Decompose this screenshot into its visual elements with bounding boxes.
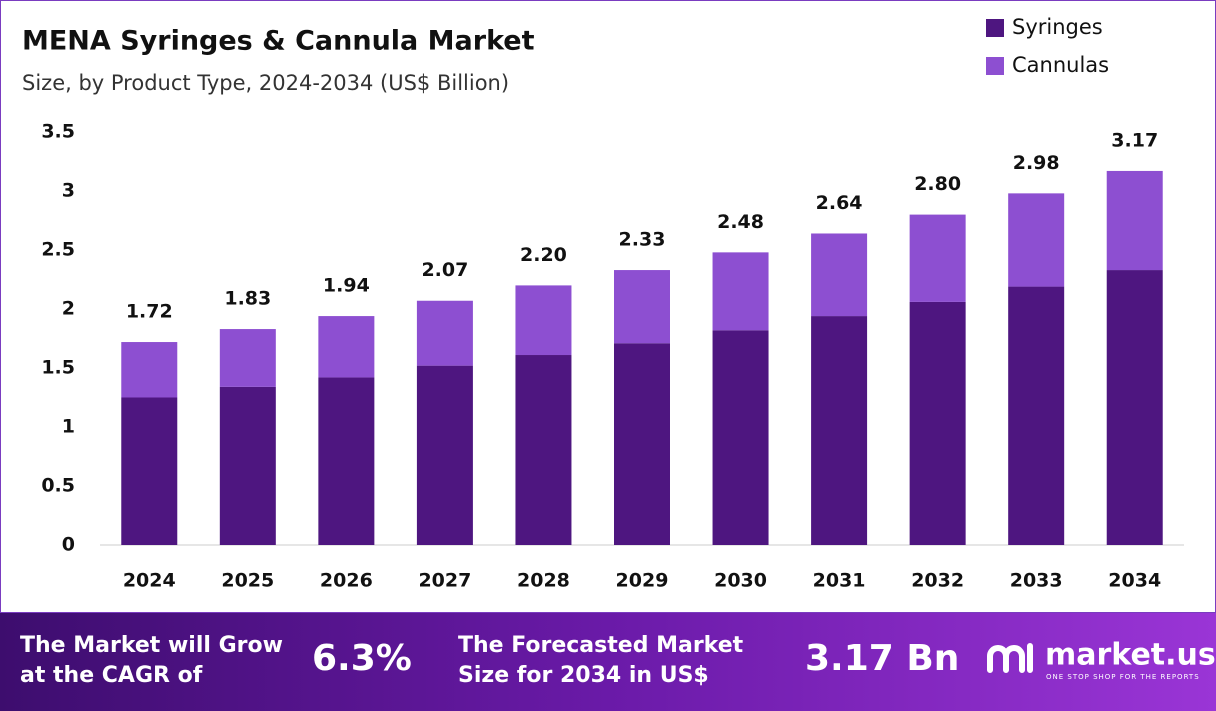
x-tick-label: 2024 xyxy=(123,570,176,592)
y-tick-label: 3.5 xyxy=(41,121,75,143)
x-tick-label: 2029 xyxy=(616,570,669,592)
total-label: 1.94 xyxy=(323,275,370,297)
total-label: 2.80 xyxy=(914,173,961,195)
bar-segment xyxy=(219,386,276,545)
brand-name: market.us xyxy=(1045,638,1216,673)
forecast-text: The Forecasted Market xyxy=(458,633,744,658)
logo-icon xyxy=(987,643,1033,673)
bar-segment xyxy=(1106,270,1163,545)
y-tick-label: 0.5 xyxy=(41,475,75,497)
x-tick-label: 2031 xyxy=(813,570,866,592)
x-tick-label: 2028 xyxy=(517,570,570,592)
x-tick-label: 2033 xyxy=(1010,570,1063,592)
total-label: 2.07 xyxy=(421,259,468,281)
bar-segment xyxy=(121,342,178,398)
bar-segment xyxy=(515,285,572,356)
cagr-value: 6.3% xyxy=(312,638,412,679)
bar-segment xyxy=(712,330,769,545)
total-label: 2.98 xyxy=(1013,152,1060,174)
total-label: 2.48 xyxy=(717,211,764,233)
bar-segment xyxy=(909,301,966,545)
forecast-text: Size for 2034 in US$ xyxy=(458,663,709,688)
y-tick-label: 1 xyxy=(62,416,75,438)
total-label: 1.72 xyxy=(126,301,173,323)
legend-label: Cannulas xyxy=(1012,53,1109,77)
cagr-text: at the CAGR of xyxy=(20,663,203,688)
cagr-text: The Market will Grow xyxy=(20,633,283,658)
legend-swatch xyxy=(986,19,1004,37)
bar-segment xyxy=(811,233,868,317)
y-tick-label: 2 xyxy=(62,298,75,320)
x-tick-label: 2026 xyxy=(320,570,373,592)
legend-label: Syringes xyxy=(1012,15,1103,39)
y-tick-label: 0 xyxy=(62,534,75,556)
forecast-value: 3.17 Bn xyxy=(805,638,959,679)
bar-segment xyxy=(416,365,473,545)
total-label: 1.83 xyxy=(224,288,271,310)
x-tick-label: 2030 xyxy=(714,570,767,592)
chart-title: MENA Syringes & Cannula Market xyxy=(22,26,535,57)
footer-band xyxy=(0,613,1216,711)
bar-segment xyxy=(121,397,178,545)
bar-segment xyxy=(811,316,868,545)
bar-segment xyxy=(712,252,769,331)
bar-segment xyxy=(1008,193,1065,287)
bar-segment xyxy=(1008,286,1065,545)
y-tick-label: 1.5 xyxy=(41,357,75,379)
bar-segment xyxy=(1106,170,1163,271)
bar-segment xyxy=(416,300,473,366)
brand-tagline: ONE STOP SHOP FOR THE REPORTS xyxy=(1046,673,1200,681)
chart-subtitle: Size, by Product Type, 2024-2034 (US$ Bi… xyxy=(22,71,509,95)
bar-segment xyxy=(909,214,966,302)
total-label: 2.20 xyxy=(520,244,567,266)
bar-segment xyxy=(614,270,670,344)
bar-segment xyxy=(515,355,572,545)
total-label: 2.64 xyxy=(816,192,863,214)
legend-swatch xyxy=(986,57,1004,75)
x-tick-label: 2034 xyxy=(1108,570,1161,592)
x-tick-label: 2025 xyxy=(221,570,274,592)
brand-logo: market.us ONE STOP SHOP FOR THE REPORTS xyxy=(987,638,1216,681)
bar-segment xyxy=(614,343,670,545)
bar-segment xyxy=(219,329,276,387)
bar-segment xyxy=(318,377,375,545)
total-label: 3.17 xyxy=(1111,129,1158,151)
bar-segment xyxy=(318,316,375,378)
x-tick-label: 2032 xyxy=(911,570,964,592)
y-tick-label: 3 xyxy=(62,180,75,202)
total-label: 2.33 xyxy=(619,229,666,251)
y-tick-label: 2.5 xyxy=(41,239,75,261)
x-tick-label: 2027 xyxy=(418,570,471,592)
